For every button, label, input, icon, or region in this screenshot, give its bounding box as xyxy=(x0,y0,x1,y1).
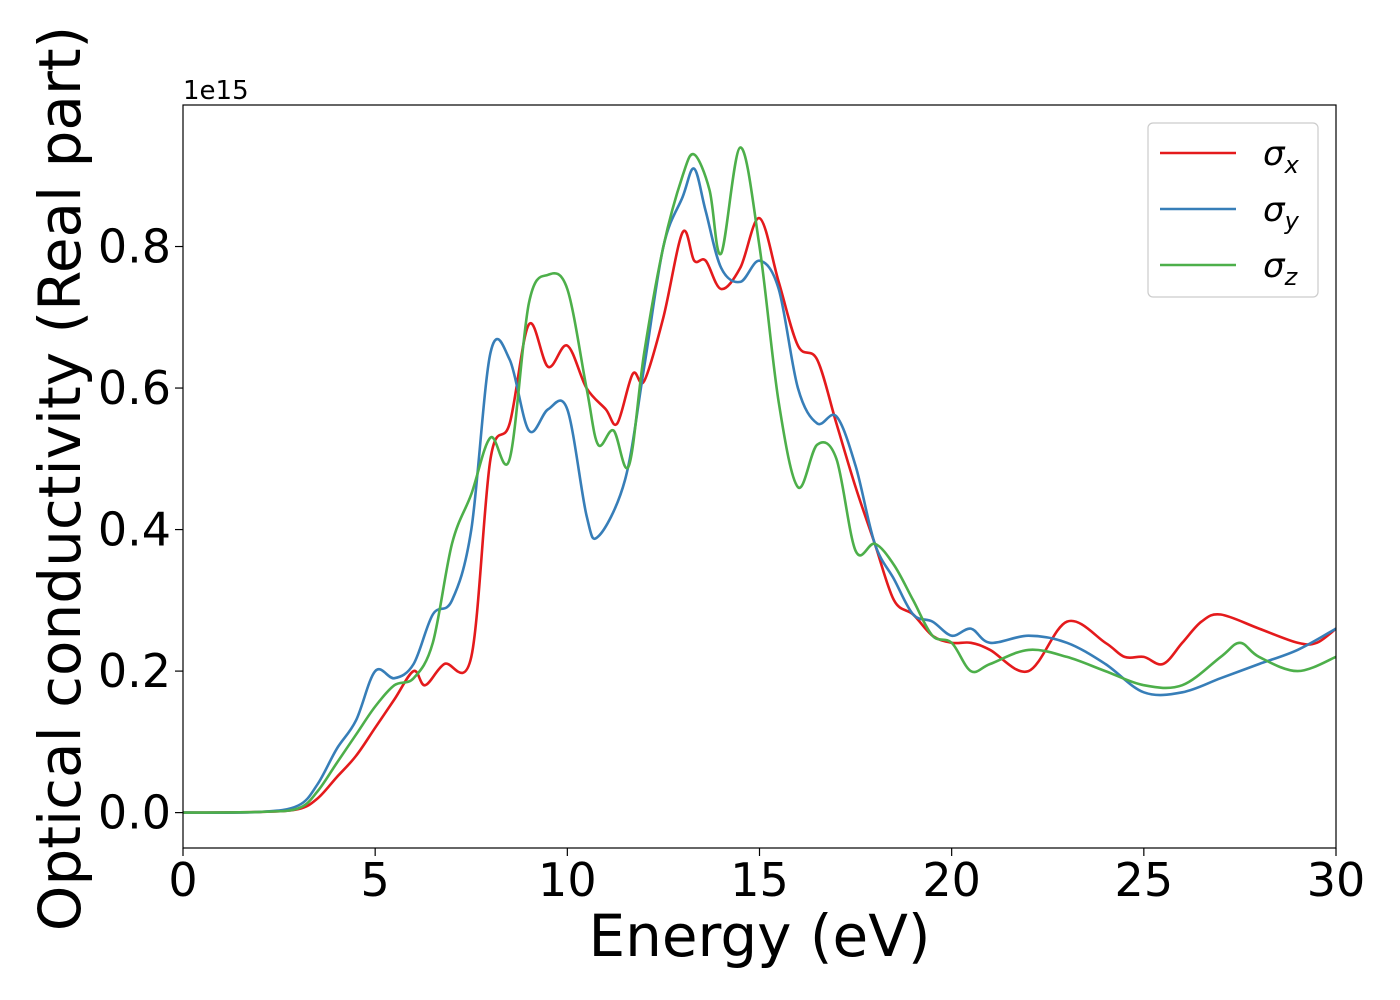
legend-label-y: σy xyxy=(1263,190,1300,235)
y-tick-label: 0.2 xyxy=(98,644,171,698)
x-tick-label: 25 xyxy=(1115,853,1174,907)
series-line-x xyxy=(183,216,1336,814)
y-tick-label: 0.6 xyxy=(98,361,171,415)
series-line-y xyxy=(183,167,1336,814)
x-tick-label: 5 xyxy=(361,853,390,907)
legend: σx σy σz xyxy=(1147,122,1319,298)
y-axis-ticks: 0.0 0.2 0.4 0.6 0.8 xyxy=(98,220,183,840)
y-tick-label: 0.4 xyxy=(98,503,171,557)
x-axis-label: Energy (eV) xyxy=(588,902,930,970)
y-tick-label: 0.0 xyxy=(98,786,171,840)
x-tick-label: 30 xyxy=(1307,853,1366,907)
plot-lines xyxy=(183,146,1336,814)
x-axis-ticks: 0 5 10 15 20 25 30 xyxy=(168,848,1365,907)
x-tick-label: 10 xyxy=(538,853,597,907)
series-line-z xyxy=(183,146,1336,814)
x-tick-label: 15 xyxy=(730,853,789,907)
legend-label-z: σz xyxy=(1263,246,1299,291)
y-axis-offset-text: 1e15 xyxy=(183,76,249,106)
legend-label-x: σx xyxy=(1263,134,1300,179)
x-tick-label: 20 xyxy=(922,853,981,907)
y-axis-label: Optical conductivity (Real part) xyxy=(26,26,94,931)
x-tick-label: 0 xyxy=(168,853,197,907)
y-tick-label: 0.8 xyxy=(98,220,171,274)
